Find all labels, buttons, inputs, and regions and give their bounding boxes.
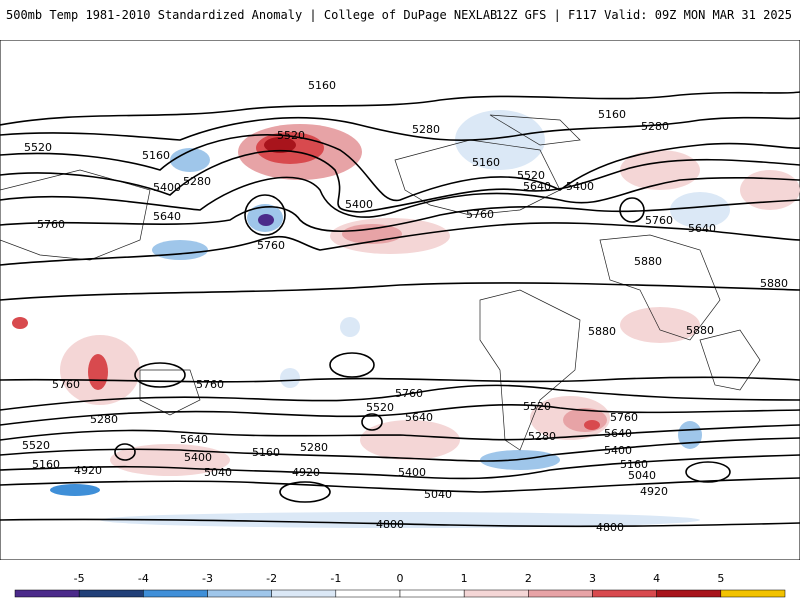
contour-label: 5640	[688, 222, 716, 235]
contour-label: 5400	[345, 198, 373, 211]
anomaly-map: 5160 5520 5160 5520 5280 5400 5640 5760 …	[0, 40, 800, 560]
contour-label: 5040	[204, 466, 232, 479]
legend-color-bar	[14, 589, 786, 598]
contour-label: 5760	[610, 411, 638, 424]
legend-tick-label: -2	[266, 572, 277, 585]
contour-label: 5640	[604, 427, 632, 440]
contour-label: 5640	[180, 433, 208, 446]
contour-label: 5400	[566, 180, 594, 193]
contour-label: 5640	[153, 210, 181, 223]
contour-label: 5040	[628, 469, 656, 482]
contour-label: 4800	[596, 521, 624, 534]
contour-label: 5040	[424, 488, 452, 501]
legend-tick-label: 5	[717, 572, 724, 585]
legend-color-segment	[656, 589, 722, 598]
legend-color-segment	[271, 589, 337, 598]
contour-label: 5280	[90, 413, 118, 426]
legend-tick-label: 3	[589, 572, 596, 585]
model-run-info: 12Z GFS | F117 Valid: 09Z MON MAR 31 202…	[495, 8, 792, 22]
legend-tick-label: 4	[653, 572, 660, 585]
legend-tick-label: 2	[525, 572, 532, 585]
contour-labels: 5160 5520 5160 5520 5280 5400 5640 5760 …	[22, 79, 788, 534]
legend-tick-label: -4	[138, 572, 149, 585]
contour-label: 5280	[412, 123, 440, 136]
contour-label: 5160	[142, 149, 170, 162]
legend-color-segment	[335, 589, 401, 598]
legend-tick-label: 0	[397, 572, 404, 585]
contour-label: 5760	[37, 218, 65, 231]
legend-color-segment	[463, 589, 529, 598]
contour-label: 5520	[22, 439, 50, 452]
contour-label: 4800	[376, 518, 404, 531]
legend-color-segment	[528, 589, 593, 598]
contour-label: 5280	[183, 175, 211, 188]
contour-label: 5400	[153, 181, 181, 194]
contour-label: 4920	[74, 464, 102, 477]
legend-tick-label: -3	[202, 572, 213, 585]
contour-label: 5880	[760, 277, 788, 290]
contour-label: 5160	[620, 458, 648, 471]
legend-color-segment	[14, 589, 80, 598]
contour-label: 5520	[517, 169, 545, 182]
legend-color-segment	[399, 589, 465, 598]
contour-label: 5640	[523, 180, 551, 193]
height-contours	[0, 91, 800, 528]
contour-label: 4920	[640, 485, 668, 498]
color-scale-legend: -5 -4 -3 -2 -1 0 1 2 3 4 5	[14, 572, 786, 598]
contour-label: 5520	[277, 129, 305, 142]
contour-label: 5160	[32, 458, 60, 471]
contour-label: 5160	[472, 156, 500, 169]
contour-label: 5760	[52, 378, 80, 391]
contour-label: 5280	[641, 120, 669, 133]
contour-label: 5400	[184, 451, 212, 464]
legend-tick-labels: -5 -4 -3 -2 -1 0 1 2 3 4 5	[74, 572, 725, 585]
legend-tick-label: -1	[330, 572, 341, 585]
contour-label: 5280	[300, 441, 328, 454]
contour-label: 5640	[405, 411, 433, 424]
contour-label: 5160	[308, 79, 336, 92]
contour-label: 5400	[604, 444, 632, 457]
legend-color-segment	[78, 589, 144, 598]
contour-label: 5760	[257, 239, 285, 252]
legend-color-segment	[720, 589, 786, 598]
contour-label: 5880	[634, 255, 662, 268]
legend-color-segment	[592, 589, 657, 598]
map-title: 500mb Temp 1981-2010 Standardized Anomal…	[6, 8, 498, 22]
contour-label: 5520	[366, 401, 394, 414]
legend-tick-label: 1	[461, 572, 468, 585]
contour-label: 5400	[398, 466, 426, 479]
contour-label: 5280	[528, 430, 556, 443]
contour-label: 4920	[292, 466, 320, 479]
legend-color-segment	[143, 589, 208, 598]
contour-label: 5160	[252, 446, 280, 459]
contour-label: 5760	[645, 214, 673, 227]
contour-label: 5760	[395, 387, 423, 400]
legend-color-segment	[207, 589, 272, 598]
contour-label: 5160	[598, 108, 626, 121]
contour-label: 5760	[196, 378, 224, 391]
contour-label: 5520	[24, 141, 52, 154]
contour-label: 5760	[466, 208, 494, 221]
contour-label: 5520	[523, 400, 551, 413]
contour-label: 5880	[588, 325, 616, 338]
contour-label: 5880	[686, 324, 714, 337]
legend-tick-label: -5	[74, 572, 85, 585]
